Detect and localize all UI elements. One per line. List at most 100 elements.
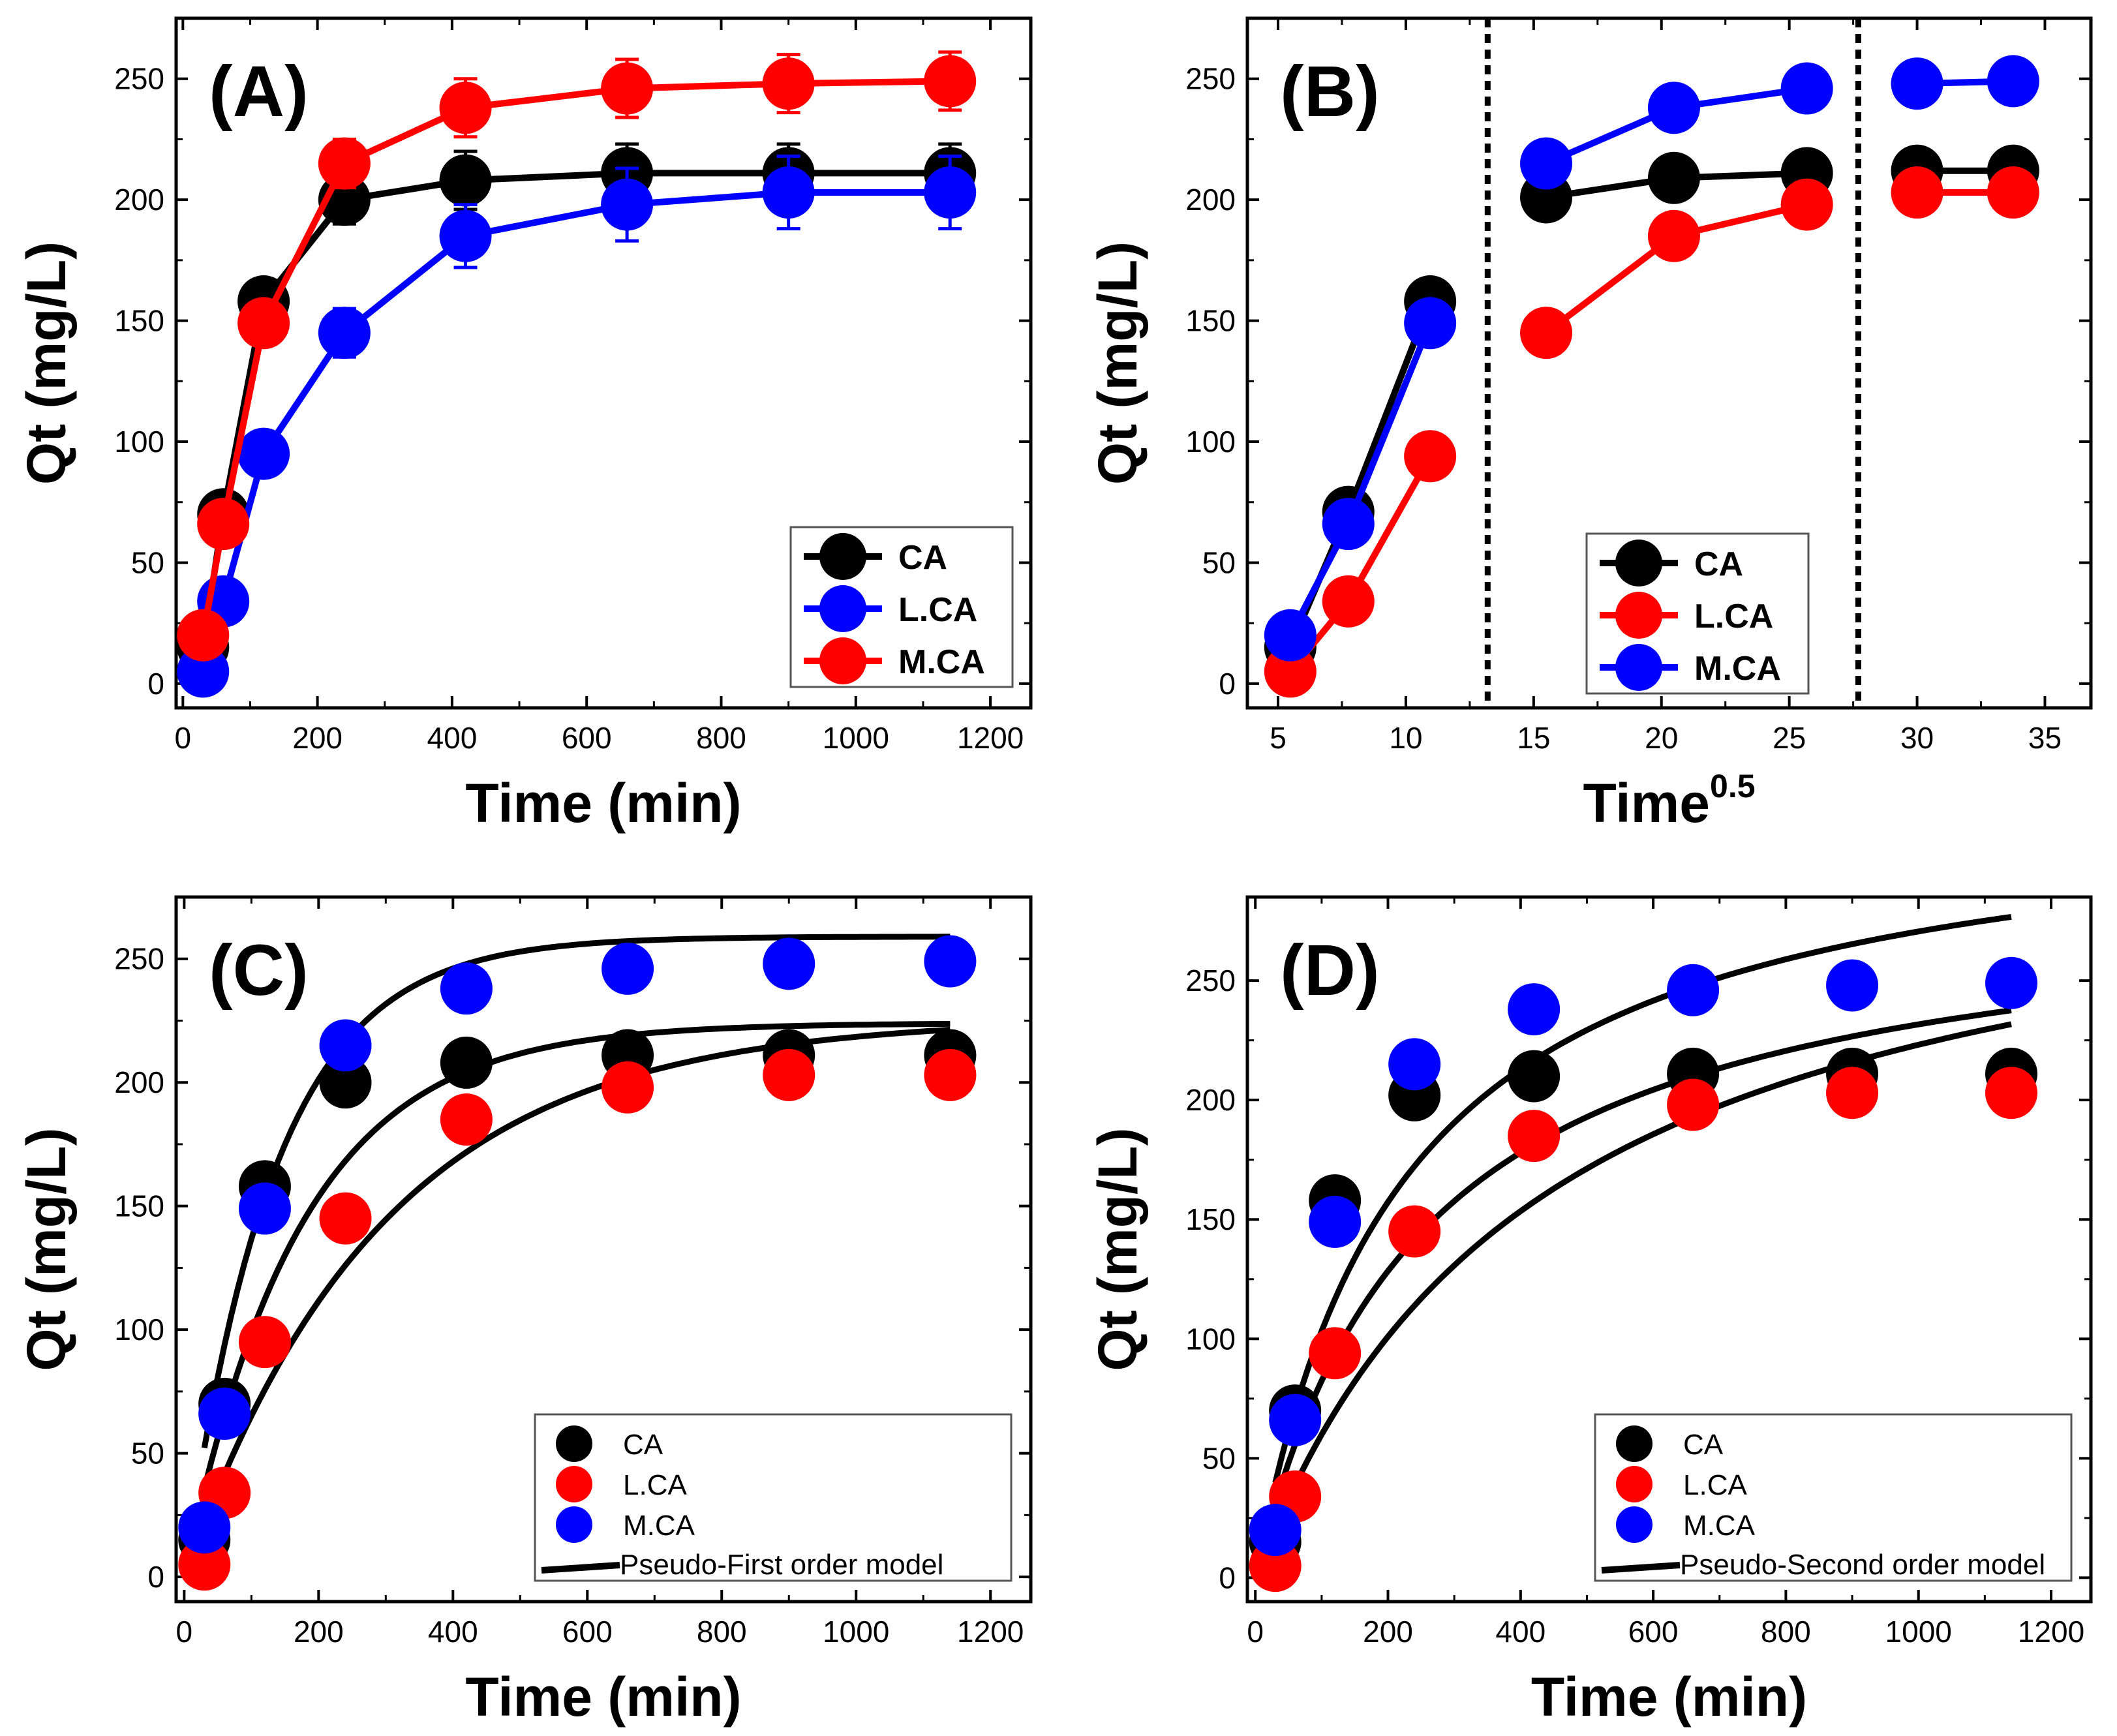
data-point-L.CA xyxy=(1987,166,2039,219)
data-point-M.CA xyxy=(319,1019,372,1072)
legend-item-M.CA: M.CA xyxy=(804,637,985,684)
legend-item-M.CA: M.CA xyxy=(1600,644,1781,691)
x-tick-label: 30 xyxy=(1900,721,1934,755)
model-curve xyxy=(1272,913,2012,1484)
x-tick-label: 10 xyxy=(1389,721,1422,755)
legend-item-M.CA: M.CA xyxy=(556,1506,695,1543)
x-tick-label: 1000 xyxy=(823,721,889,755)
data-point-M.CA xyxy=(238,1182,291,1235)
data-point-M.CA xyxy=(1264,609,1317,662)
data-point-M.CA xyxy=(762,57,815,110)
data-point-L.CA xyxy=(1309,1327,1362,1380)
data-point-L.CA xyxy=(1780,178,1833,231)
data-point-L.CA xyxy=(762,166,815,219)
x-tick-label: 1200 xyxy=(957,721,1024,755)
y-tick-label: 100 xyxy=(1185,425,1236,459)
legend-marker xyxy=(1616,1506,1652,1543)
data-point-CA xyxy=(1647,151,1700,204)
legend-label: CA xyxy=(898,539,947,577)
model-curve xyxy=(201,1020,951,1489)
legend-label: CA xyxy=(1683,1429,1724,1461)
data-point-M.CA xyxy=(197,498,250,551)
y-tick-label: 50 xyxy=(131,545,164,579)
data-point-M.CA xyxy=(763,937,815,990)
x-tick-label: 800 xyxy=(1761,1615,1811,1649)
x-tick-label: 600 xyxy=(562,1615,613,1649)
y-tick-label: 100 xyxy=(114,425,164,459)
legend-box xyxy=(534,1413,1013,1582)
data-point-M.CA xyxy=(1667,964,1720,1016)
data-point-M.CA xyxy=(178,1501,231,1554)
model-curve xyxy=(202,1026,951,1524)
data-point-M.CA xyxy=(602,942,654,995)
x-axis-title: Time0.5 xyxy=(1583,768,1755,834)
data-point-M.CA xyxy=(1404,297,1457,350)
data-point-L.CA xyxy=(1322,575,1375,628)
data-point-M.CA xyxy=(1322,498,1375,551)
legend-item-CA: CA xyxy=(1600,540,1743,586)
x-tick-label: 35 xyxy=(2028,721,2062,755)
legend-label: L.CA xyxy=(898,591,977,629)
x-tick-label: 800 xyxy=(697,1615,747,1649)
data-point-L.CA xyxy=(763,1048,815,1101)
x-tick-label: 600 xyxy=(562,721,612,755)
data-point-L.CA xyxy=(1891,166,1943,219)
panel-label: (B) xyxy=(1280,52,1380,132)
y-tick-label: 250 xyxy=(1185,62,1236,96)
legend: CA L.CA M.CA Pseudo-First order model xyxy=(534,1413,1013,1582)
chart-panel-d: 0 200 400 600 800 1000 1200 0 50 100 150 200 250 Time… xyxy=(1087,895,2093,1728)
data-point-L.CA xyxy=(602,1061,654,1114)
legend-model-label: Pseudo-First order model xyxy=(620,1549,943,1581)
x-tick-label: 1200 xyxy=(2018,1615,2084,1649)
legend-label: L.CA xyxy=(1694,598,1773,635)
data-point-L.CA xyxy=(318,307,371,359)
legend-label: L.CA xyxy=(623,1469,687,1501)
x-axis-title-main: Time (min) xyxy=(465,772,741,834)
legend-label: M.CA xyxy=(898,643,985,681)
y-tick-label: 150 xyxy=(1185,1202,1236,1236)
y-tick-label: 250 xyxy=(1185,964,1236,997)
x-tick-label: 20 xyxy=(1645,721,1678,755)
data-point-CA xyxy=(439,154,492,207)
legend: CA L.CA M.CA Pseudo-Second order model xyxy=(1594,1413,2073,1582)
x-axis-title-main: Time (min) xyxy=(1531,1666,1807,1728)
y-tick-label: 50 xyxy=(131,1437,164,1470)
data-point-L.CA xyxy=(601,178,654,231)
x-tick-label: 400 xyxy=(1495,1615,1546,1649)
panel-label: (D) xyxy=(1280,930,1380,1011)
data-point-M.CA xyxy=(1309,1195,1362,1248)
legend-model-label: Pseudo-Second order model xyxy=(1680,1549,2045,1581)
data-point-M.CA xyxy=(601,62,654,115)
data-point-L.CA xyxy=(924,1048,977,1101)
y-tick-label: 200 xyxy=(1185,1083,1236,1117)
data-point-L.CA xyxy=(1388,1205,1441,1258)
y-tick-label: 100 xyxy=(1185,1322,1236,1356)
legend-marker xyxy=(1616,1425,1652,1462)
data-point-M.CA xyxy=(1891,57,1943,110)
x-tick-label: 1200 xyxy=(957,1615,1024,1649)
plot-frame xyxy=(174,16,1033,710)
plot-frame xyxy=(1245,16,2093,710)
data-point-M.CA xyxy=(1269,1393,1322,1446)
data-point-M.CA xyxy=(318,137,371,190)
legend-marker xyxy=(819,637,866,684)
data-point-M.CA xyxy=(237,297,290,350)
panel-label: (A) xyxy=(209,52,309,132)
x-tick-label: 0 xyxy=(1247,1615,1264,1649)
legend-item-CA: CA xyxy=(1616,1425,1724,1462)
data-point-L.CA xyxy=(1520,307,1573,359)
legend-item-model: Pseudo-First order model xyxy=(541,1549,943,1581)
data-point-L.CA xyxy=(924,166,977,219)
legend-label: M.CA xyxy=(1694,650,1781,688)
data-point-L.CA xyxy=(1508,1110,1561,1163)
data-point-M.CA xyxy=(924,935,977,988)
data-point-L.CA xyxy=(1826,1067,1879,1119)
data-point-M.CA xyxy=(1388,1038,1441,1091)
x-axis-title: Time (min) xyxy=(465,1666,741,1728)
y-tick-label: 50 xyxy=(1202,545,1236,579)
data-point-L.CA xyxy=(1985,1067,2038,1119)
legend-model-line xyxy=(1601,1562,1681,1574)
model-curve xyxy=(201,934,951,1449)
data-point-L.CA xyxy=(238,1316,291,1369)
